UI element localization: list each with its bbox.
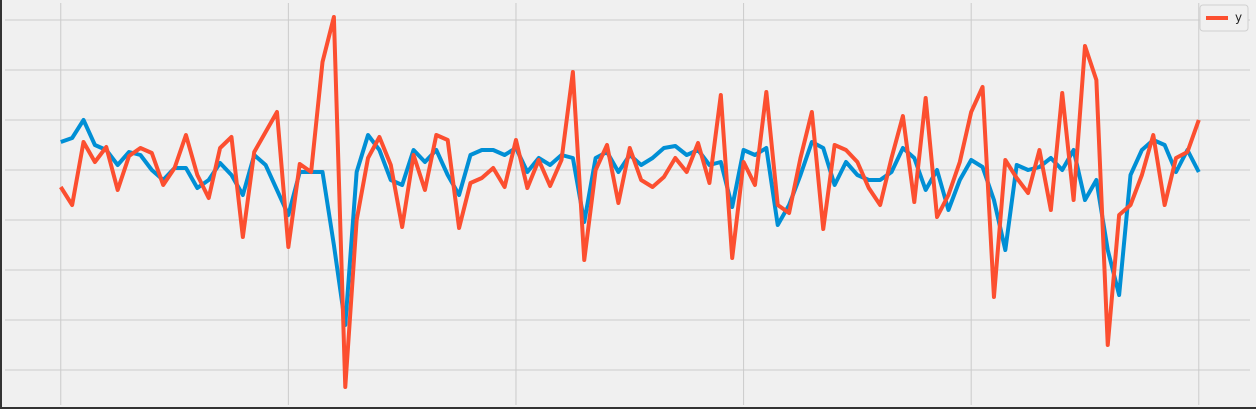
legend-label: y [1235,11,1242,25]
series-line [59,15,1201,389]
legend: y [1199,4,1249,32]
lines [59,15,1201,389]
grid [5,3,1250,405]
